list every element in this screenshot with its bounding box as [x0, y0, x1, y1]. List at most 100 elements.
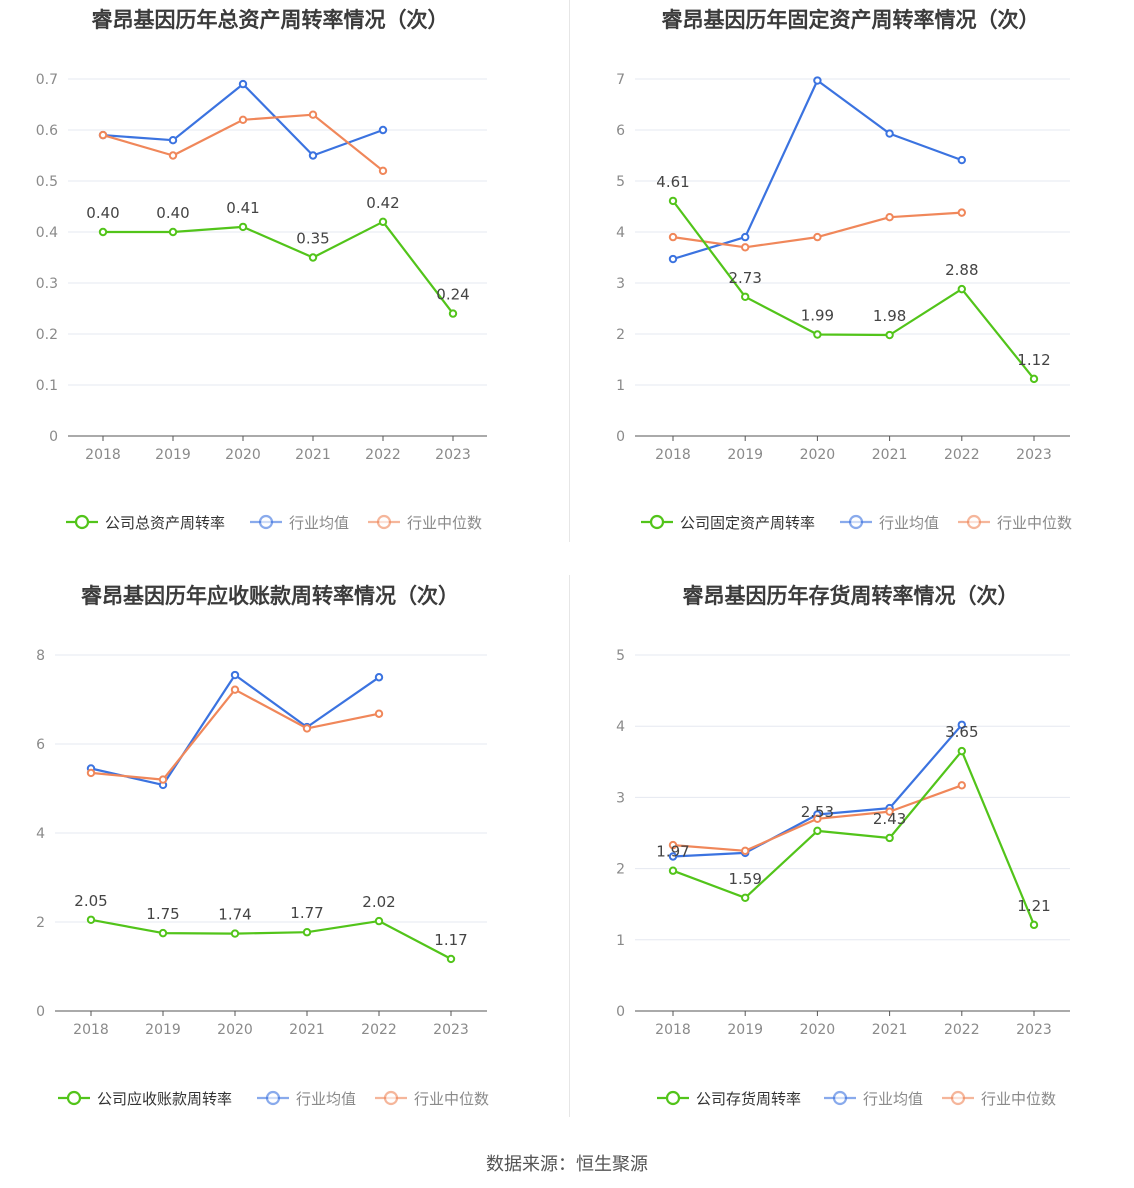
data-point-median: [98, 130, 108, 140]
legend-marker-avg: [258, 514, 274, 530]
legend-marker-median: [950, 1090, 966, 1106]
chart-panel-fixed-asset-turnover: 睿昂基因历年固定资产周转率情况（次） 0 1 2 3 4 5 6 7 2018 2019 2020 2…: [567, 0, 1134, 575]
data-label: 2.02: [362, 893, 395, 911]
x-tick-label: 2022: [944, 447, 980, 463]
data-point-company: [238, 222, 248, 232]
x-tick-label: 2019: [727, 1022, 763, 1038]
data-point-company: [813, 330, 822, 339]
y-tick-label: 6: [616, 123, 625, 139]
y-tick-label: 0.1: [36, 378, 58, 394]
x-tick-label: 2020: [225, 447, 261, 463]
data-label: 0.24: [436, 286, 469, 304]
data-point-company: [302, 928, 312, 937]
chart-svg: 0 2 4 6 8 2018 2019 2020 2021 2022 2023 2.05 1.75 1.7…: [36, 648, 489, 1108]
x-tick-label: 2021: [295, 447, 331, 463]
legend-label-median: 行业中位数: [997, 514, 1072, 532]
data-point-avg: [741, 232, 750, 242]
y-tick-label: 0.2: [36, 327, 58, 343]
y-tick-label: 3: [616, 790, 625, 806]
series-line-company: [672, 750, 1036, 926]
data-point-avg: [374, 673, 384, 682]
data-point-company: [668, 196, 678, 206]
y-tick-label: 0.4: [36, 225, 58, 241]
x-tick-label: 2018: [655, 1022, 691, 1038]
data-point-company: [957, 746, 966, 756]
x-tick-label: 2023: [1016, 1022, 1052, 1038]
data-label: 2.88: [945, 261, 978, 279]
legend-marker-avg: [832, 1090, 848, 1106]
y-tick-label: 8: [36, 648, 45, 664]
y-tick-label: 0.3: [36, 276, 58, 292]
data-point-company: [668, 866, 678, 875]
chart-svg: 0 0.1 0.2 0.3 0.4 0.5 0.6 0.7 2018 2019 2020 2021 20…: [36, 72, 487, 532]
data-point-avg: [957, 720, 966, 729]
data-label: 1.17: [434, 931, 467, 949]
data-label: 0.41: [226, 199, 259, 217]
data-point-avg: [238, 79, 248, 89]
data-point-company: [158, 928, 168, 938]
legend-label-company: 公司应收账款周转率: [97, 1090, 232, 1108]
x-tick-label: 2021: [872, 447, 908, 463]
chart-title: 睿昂基因历年总资产周转率情况（次）: [91, 8, 449, 32]
data-point-avg: [813, 76, 822, 85]
x-tick-label: 2022: [365, 447, 401, 463]
data-point-median: [668, 840, 678, 850]
x-tick-label: 2018: [85, 447, 121, 463]
y-tick-label: 0.6: [36, 123, 58, 139]
series-line-company: [672, 200, 1035, 380]
series-line-company: [90, 918, 452, 960]
data-point-company: [98, 227, 108, 237]
data-label: 1.97: [656, 843, 689, 861]
data-point-median: [374, 709, 384, 718]
data-label: 1.75: [146, 905, 179, 923]
legend-label-median: 行业中位数: [407, 514, 482, 532]
data-point-avg: [308, 151, 318, 160]
legend-label-avg: 行业均值: [296, 1090, 356, 1108]
data-point-median: [813, 814, 822, 823]
data-label: 0.35: [296, 230, 329, 248]
chart-panel-receivables-turnover: 睿昂基因历年应收账款周转率情况（次） 0 2 4 6 8 2018 2019 2020 2021…: [0, 575, 567, 1150]
y-tick-label: 0: [36, 1004, 45, 1020]
x-tick-label: 2019: [155, 447, 191, 463]
legend-label-median: 行业中位数: [981, 1090, 1056, 1108]
data-label: 2.73: [728, 269, 761, 287]
y-tick-label: 0.7: [36, 72, 58, 88]
data-point-company: [378, 217, 388, 227]
legend-marker-company: [649, 514, 665, 530]
y-tick-label: 7: [616, 72, 625, 88]
data-label: 1.98: [873, 307, 906, 325]
data-point-median: [741, 243, 750, 252]
x-tick-label: 2018: [655, 447, 691, 463]
series-line-median: [90, 688, 380, 781]
data-point-company: [374, 916, 384, 926]
data-label: 2.05: [74, 892, 107, 910]
data-label: 0.42: [366, 194, 399, 212]
x-tick-label: 2020: [800, 1022, 836, 1038]
legend-marker-avg: [265, 1090, 281, 1106]
legend-marker-company: [66, 1090, 82, 1106]
legend-marker-median: [376, 514, 392, 530]
data-label: 4.61: [656, 173, 689, 191]
data-point-median: [168, 151, 178, 160]
data-label: 2.43: [873, 810, 906, 828]
data-label: 0.40: [156, 204, 189, 222]
x-tick-label: 2020: [800, 447, 836, 463]
y-tick-label: 1: [616, 933, 625, 949]
data-point-median: [885, 213, 894, 222]
data-point-median: [378, 166, 388, 176]
data-point-median: [957, 208, 966, 217]
data-point-company: [446, 954, 456, 964]
legend-marker-avg: [848, 514, 864, 530]
x-tick-label: 2023: [435, 447, 471, 463]
data-point-median: [230, 685, 240, 694]
data-point-median: [957, 781, 966, 790]
legend-label-median: 行业中位数: [414, 1090, 489, 1108]
y-tick-label: 0: [49, 429, 58, 445]
data-point-company: [741, 893, 750, 902]
data-point-median: [86, 768, 96, 778]
y-tick-label: 2: [616, 327, 625, 343]
data-point-company: [741, 292, 750, 301]
y-tick-label: 3: [616, 276, 625, 292]
chart-panel-inventory-turnover: 睿昂基因历年存货周转率情况（次） 0 1 2 3 4 5 2018 2019 2020 2021 2…: [567, 575, 1134, 1150]
y-tick-label: 1: [616, 378, 625, 394]
